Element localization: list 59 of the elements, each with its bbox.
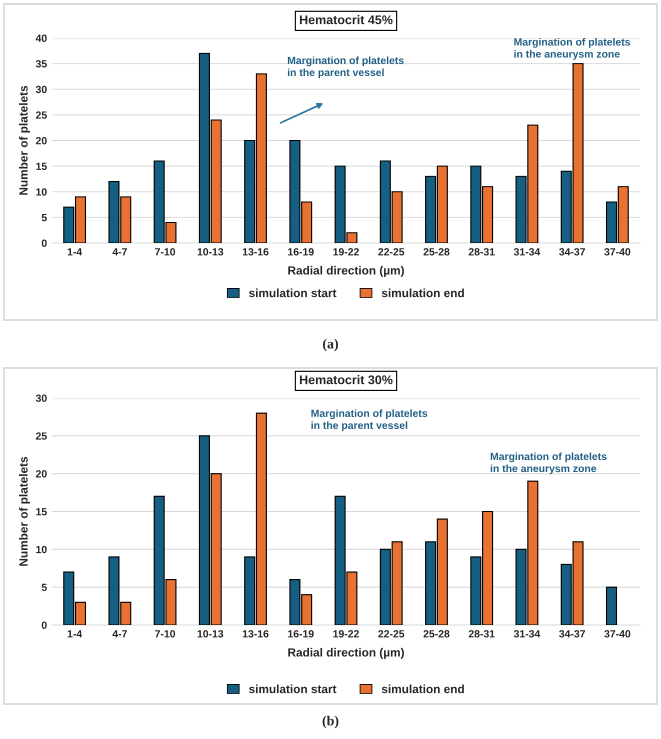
legend-label: simulation start (249, 684, 336, 694)
x-tick-label: 25-28 (424, 630, 450, 638)
y-axis-title: Number of platelets (18, 456, 30, 566)
y-tick-label: 25 (36, 432, 47, 440)
x-tick-label: 10-13 (198, 630, 224, 638)
x-tick-label: 16-19 (288, 248, 314, 256)
chart-title: Hematocrit 30% (300, 375, 393, 384)
x-axis-title: Radial direction (µm) (288, 266, 404, 277)
x-tick-label: 1-4 (68, 630, 82, 638)
y-tick-label: 5 (42, 584, 47, 592)
y-tick-label: 25 (36, 111, 47, 119)
y-tick-label: 0 (42, 240, 47, 247)
chart-title: Hematocrit 45% (300, 15, 393, 24)
y-axis-title: Number of platelets (18, 86, 30, 195)
y-tick-label: 30 (36, 86, 47, 94)
x-tick-label: 1-4 (68, 248, 82, 256)
text: (b) (322, 716, 338, 728)
x-tick-label: 31-34 (514, 630, 540, 638)
y-tick-label: 5 (42, 214, 47, 222)
y-tick-label: 35 (36, 60, 47, 68)
x-tick-label: 28-31 (468, 630, 495, 638)
annotation: Margination of platelets in the parent vessel (311, 409, 428, 432)
legend-label: simulation start (249, 288, 336, 298)
y-tick-label: 10 (36, 546, 47, 554)
y-tick-label: 20 (36, 470, 47, 478)
x-tick-label: 34-37 (559, 630, 586, 638)
x-tick-label: 19-22 (333, 630, 359, 638)
x-tick-label: 16-19 (288, 630, 314, 638)
y-tick-label: 40 (36, 34, 47, 42)
x-tick-label: 19-22 (333, 248, 359, 256)
y-tick-label: 15 (36, 508, 47, 516)
annotation: Margination of platelets in the aneurysm zone (514, 38, 630, 60)
x-tick-label: 13-16 (242, 248, 268, 256)
x-tick-label: 25-28 (424, 248, 450, 256)
text: (a) (323, 338, 338, 352)
y-tick-label: 30 (36, 394, 47, 402)
x-tick-label: 7-10 (155, 630, 176, 638)
x-tick-label: 37-40 (604, 630, 630, 638)
y-tick-label: 10 (36, 188, 47, 196)
bar (606, 586, 618, 625)
legend-label: simulation end (382, 684, 464, 694)
annotation: Margination of platelets in the aneurysm zone (490, 452, 607, 474)
x-axis-title: Radial direction (µm) (288, 648, 404, 659)
x-tick-label: 31-34 (514, 248, 540, 256)
x-tick-label: 22-25 (378, 248, 404, 256)
x-tick-label: 22-25 (378, 630, 404, 638)
legend-label: simulation end (382, 288, 464, 298)
x-tick-label: 37-40 (604, 248, 630, 256)
x-tick-label: 7-10 (155, 248, 176, 256)
x-tick-label: 28-31 (468, 248, 495, 256)
x-tick-label: 4-7 (112, 630, 127, 638)
y-tick-label: 15 (36, 162, 47, 170)
x-tick-label: 4-7 (112, 248, 127, 256)
annotation: Margination of platelets in the parent vessel (288, 56, 404, 78)
x-tick-label: 34-37 (559, 248, 586, 256)
x-tick-label: 13-16 (242, 630, 268, 638)
y-tick-label: 20 (36, 137, 47, 144)
x-tick-label: 10-13 (198, 248, 224, 256)
y-tick-label: 0 (42, 622, 47, 629)
